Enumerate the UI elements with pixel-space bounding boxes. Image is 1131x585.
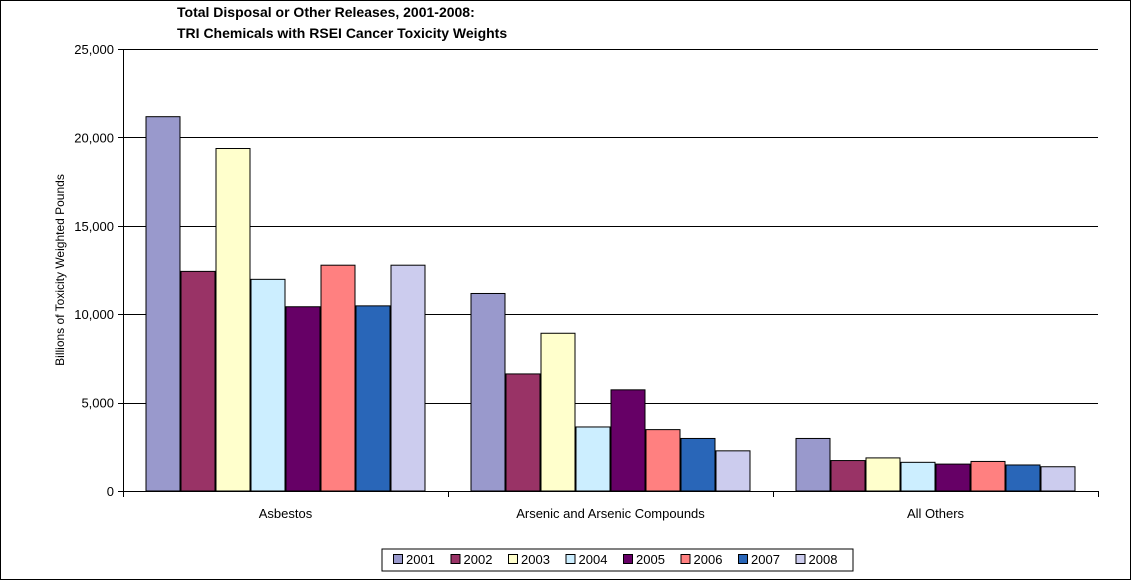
legend-label-2008: 2008 — [809, 552, 838, 567]
y-tick-label-5: 25,000 — [74, 42, 114, 57]
bar-2003-0 — [215, 148, 251, 492]
y-axis-label: Billions of Toxicity Weighted Pounds — [53, 174, 67, 366]
y-tick-label-4: 20,000 — [74, 130, 114, 145]
y-tick-labels: 0 5,000 10,000 15,000 20,000 25,000 — [74, 42, 114, 499]
legend-swatch-2003 — [508, 554, 518, 564]
legend-swatch-2007 — [738, 554, 748, 564]
bars — [145, 116, 1076, 492]
bar-2001-1 — [470, 292, 506, 492]
y-tick-label-2: 10,000 — [74, 307, 114, 322]
legend-label-2007: 2007 — [751, 552, 780, 567]
category-label-1: Arsenic and Arsenic Compounds — [516, 506, 705, 521]
chart-title-line-1: Total Disposal or Other Releases, 2001-2… — [177, 4, 475, 20]
bar-2002-0 — [180, 270, 216, 492]
bar-2006-2 — [970, 460, 1006, 492]
legend-label-2005: 2005 — [636, 552, 665, 567]
legend-swatch-2004 — [565, 554, 576, 564]
bar-2003-1 — [540, 332, 576, 492]
category-labels: Asbestos Arsenic and Arsenic Compounds All… — [259, 506, 965, 521]
legend-label-2003: 2003 — [521, 552, 550, 567]
chart-title-line-2: TRI Chemicals with RSEI Cancer Toxicity … — [177, 25, 507, 41]
bar-2004-1 — [575, 426, 611, 492]
bar-2007-2 — [1005, 464, 1041, 492]
category-label-0: Asbestos — [259, 506, 313, 521]
legend-swatch-2002 — [450, 554, 461, 564]
y-tick-label-3: 15,000 — [74, 219, 114, 234]
bar-2001-2 — [795, 437, 831, 492]
bar-2005-0 — [285, 306, 321, 492]
bar-2006-0 — [320, 264, 356, 492]
bar-2008-1 — [715, 450, 751, 492]
legend-swatch-2008 — [795, 554, 806, 564]
bar-2002-2 — [830, 460, 866, 492]
category-label-2: All Others — [907, 506, 965, 521]
bar-2002-1 — [505, 373, 541, 492]
legend-label-2001: 2001 — [406, 552, 435, 567]
bar-2007-1 — [680, 437, 716, 492]
bar-2004-0 — [250, 278, 286, 492]
legend-label-2004: 2004 — [579, 552, 608, 567]
bar-2003-2 — [865, 457, 901, 492]
bar-2001-0 — [145, 116, 181, 492]
bar-2008-2 — [1040, 466, 1076, 492]
legend-swatch-2006 — [680, 554, 691, 564]
axes — [118, 49, 1099, 497]
legend-swatch-2005 — [623, 554, 633, 564]
legend-label-2006: 2006 — [694, 552, 723, 567]
y-tick-label-1: 5,000 — [81, 396, 114, 411]
bar-2004-2 — [900, 461, 936, 492]
bar-2007-0 — [355, 305, 391, 492]
legend-swatch-2001 — [393, 554, 403, 564]
bar-2005-2 — [935, 463, 971, 492]
bar-2008-0 — [390, 264, 426, 492]
bar-2006-1 — [645, 429, 681, 492]
legend-label-2002: 2002 — [464, 552, 493, 567]
legend-box — [381, 548, 854, 572]
bar-2005-1 — [610, 389, 646, 492]
legend: 2001 2002 2003 2004 2005 2006 2007 2008 — [381, 548, 854, 572]
y-tick-label-0: 0 — [107, 484, 114, 499]
